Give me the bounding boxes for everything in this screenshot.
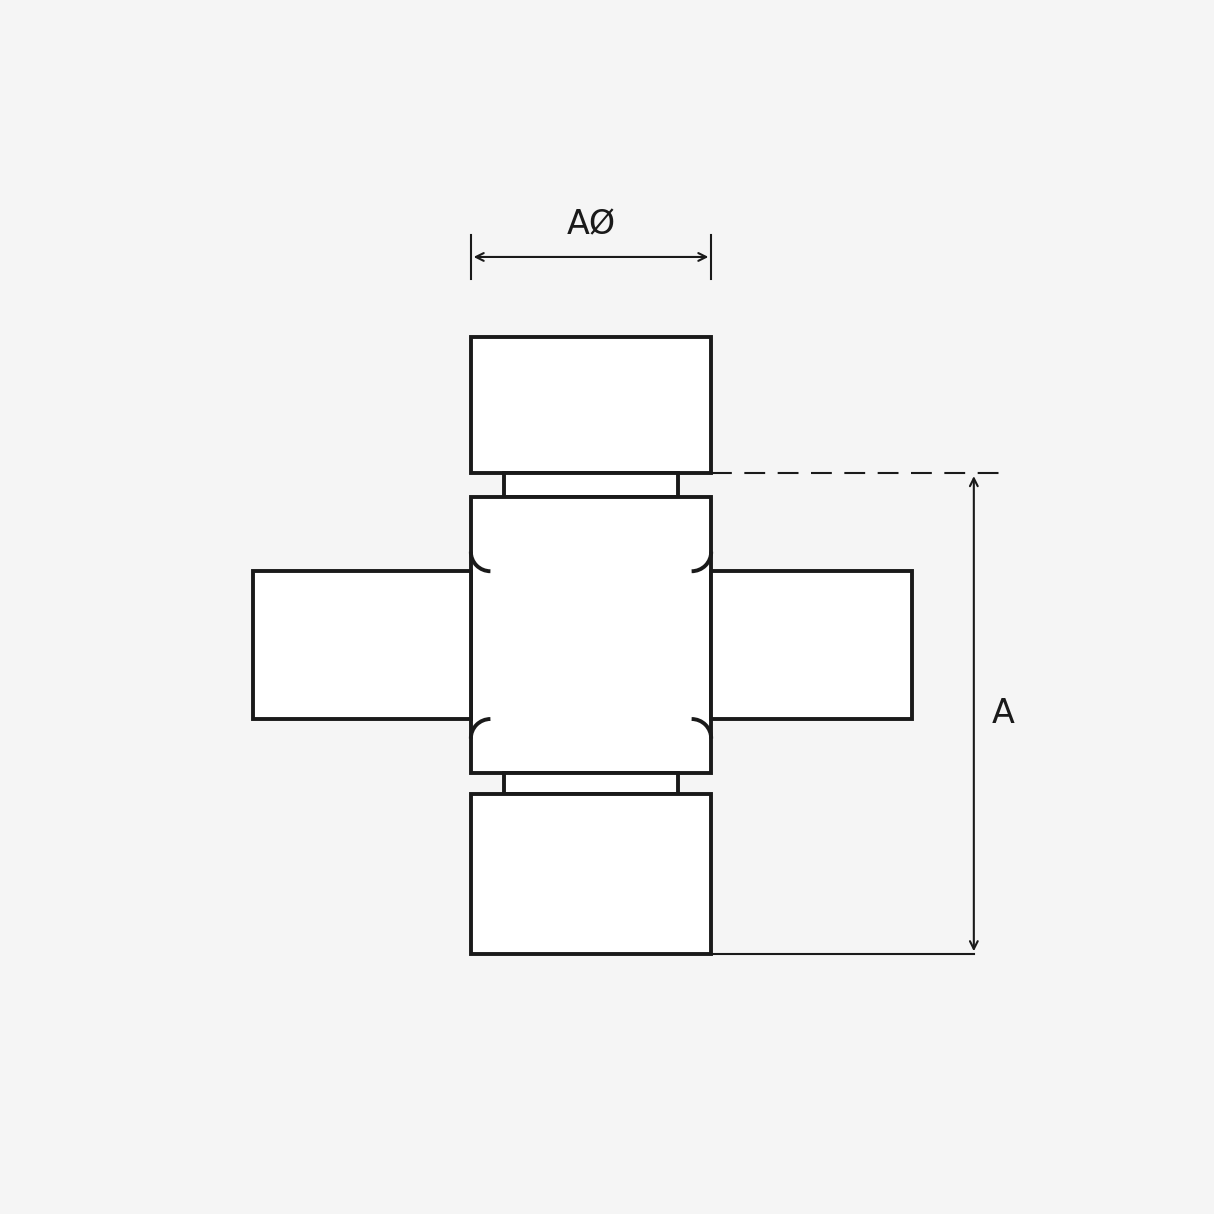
- Text: AØ: AØ: [567, 208, 615, 240]
- Bar: [253, 572, 471, 719]
- Bar: [471, 498, 711, 773]
- Bar: [711, 572, 912, 719]
- Bar: [504, 473, 679, 498]
- Bar: [471, 337, 711, 473]
- Bar: [504, 773, 679, 794]
- Text: A: A: [992, 697, 1015, 730]
- Bar: [471, 794, 711, 954]
